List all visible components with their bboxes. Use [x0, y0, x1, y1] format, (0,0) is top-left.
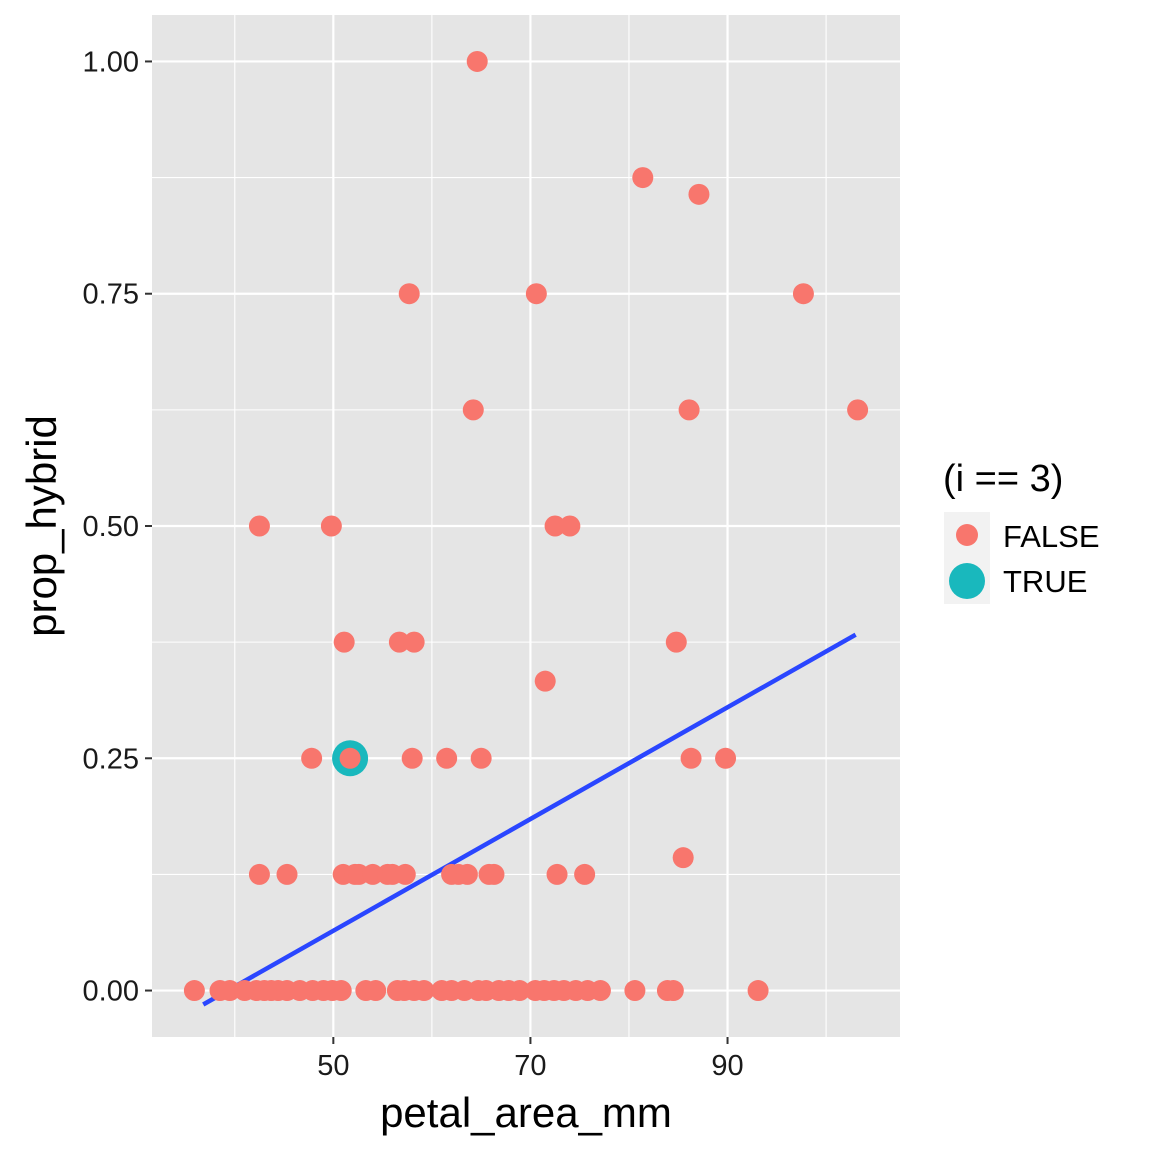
legend-key-false [956, 524, 978, 546]
points-layer [183, 50, 869, 1002]
data-point-false [792, 283, 814, 305]
data-point-false [320, 515, 342, 537]
data-point-false [688, 183, 710, 205]
data-point-false [509, 980, 531, 1002]
regression-line [202, 632, 857, 1007]
y-tick-label: 0.25 [83, 743, 139, 775]
data-point-false [624, 980, 646, 1002]
x-axis-title: petal_area_mm [380, 1089, 672, 1136]
y-tick-label: 0.50 [83, 511, 139, 543]
y-tick-label: 0.75 [83, 279, 139, 311]
data-point-false [276, 863, 298, 885]
data-point-false [456, 863, 478, 885]
data-point-false [672, 847, 694, 869]
data-point-false [301, 747, 323, 769]
data-point-false [462, 399, 484, 421]
legend: (i == 3) FALSE TRUE [943, 458, 1100, 604]
data-point-false [362, 863, 384, 885]
data-point-false [665, 631, 687, 653]
y-axis-title: prop_hybrid [18, 415, 65, 637]
data-point-false [847, 399, 869, 421]
data-point-false [219, 980, 241, 1002]
y-tick-label: 0.00 [83, 976, 139, 1008]
y-axis: 0.00 0.25 0.50 0.75 1.00 [83, 46, 152, 1008]
data-point-false [413, 980, 435, 1002]
data-point-false [183, 980, 205, 1002]
data-point-false [662, 980, 684, 1002]
data-point-false [365, 980, 387, 1002]
data-point-false [436, 747, 458, 769]
fit-line-layer [202, 632, 857, 1007]
x-axis: 50 70 90 [317, 1037, 744, 1082]
data-point-false [559, 515, 581, 537]
data-point-false [248, 863, 270, 885]
data-point-false [398, 283, 420, 305]
y-tick-label: 1.00 [83, 46, 139, 78]
data-point-false [394, 863, 416, 885]
data-point-false [330, 980, 352, 1002]
data-point-false [466, 50, 488, 72]
data-point-false [632, 167, 654, 189]
x-tick-label: 90 [711, 1050, 743, 1082]
data-point-false [339, 747, 361, 769]
data-point-false [333, 631, 355, 653]
data-point-false [715, 747, 737, 769]
data-point-false [747, 980, 769, 1002]
data-point-false [483, 863, 505, 885]
data-point-false [248, 515, 270, 537]
data-point-false [546, 863, 568, 885]
data-point-false [574, 863, 596, 885]
data-point-false [678, 399, 700, 421]
x-tick-label: 70 [514, 1050, 546, 1082]
data-point-false [534, 670, 556, 692]
legend-key-true [949, 563, 985, 599]
data-point-false [403, 631, 425, 653]
data-point-false [680, 747, 702, 769]
legend-title: (i == 3) [943, 458, 1063, 500]
legend-label-true: TRUE [1003, 564, 1087, 599]
data-point-false [589, 980, 611, 1002]
data-point-false [525, 283, 547, 305]
x-tick-label: 50 [317, 1050, 349, 1082]
data-point-false [401, 747, 423, 769]
legend-label-false: FALSE [1003, 519, 1100, 554]
data-point-false [544, 515, 566, 537]
data-point-false [470, 747, 492, 769]
data-point-false [388, 631, 410, 653]
